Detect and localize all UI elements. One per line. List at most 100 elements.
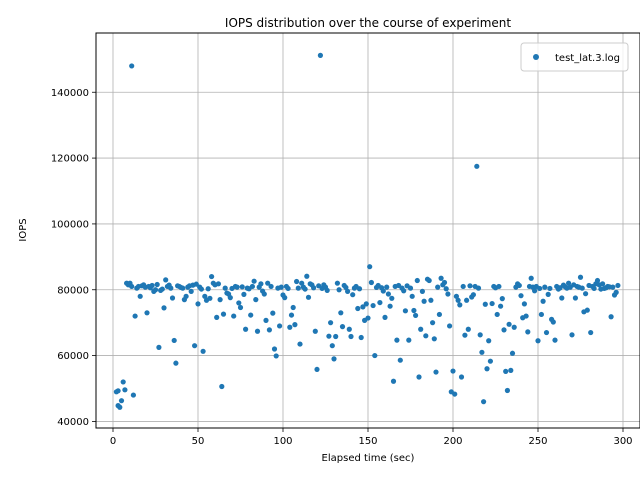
data-point [234, 284, 240, 290]
data-points [113, 52, 621, 410]
data-point [173, 360, 179, 366]
data-point [465, 326, 471, 332]
data-point [192, 343, 198, 349]
data-point [486, 338, 492, 344]
data-point [132, 313, 138, 319]
data-point [317, 52, 323, 58]
data-point [115, 388, 121, 394]
data-point [458, 374, 465, 380]
data-point [382, 314, 388, 320]
data-point [413, 312, 419, 319]
data-point [152, 287, 159, 293]
data-point [200, 348, 206, 354]
x-tick-label: 50 [192, 436, 205, 447]
data-point [348, 333, 354, 340]
data-point [504, 387, 510, 394]
data-point [457, 302, 463, 308]
data-point [209, 273, 215, 280]
data-point [433, 369, 439, 375]
data-point [207, 295, 213, 301]
data-point [251, 278, 257, 284]
data-point [236, 300, 242, 306]
data-point [219, 383, 225, 390]
data-point [248, 312, 254, 318]
data-point [295, 285, 301, 291]
data-point [470, 292, 476, 298]
data-point [431, 336, 437, 342]
data-point [271, 346, 278, 352]
data-point [171, 337, 177, 344]
data-point [428, 297, 434, 303]
data-point [370, 302, 376, 309]
data-point [443, 286, 449, 292]
data-point [163, 277, 169, 283]
data-point [265, 280, 271, 286]
data-point [297, 341, 303, 347]
data-point [368, 279, 374, 286]
data-point [214, 314, 220, 320]
y-tick-label: 80000 [57, 285, 89, 296]
data-point [304, 273, 310, 279]
data-point [193, 281, 199, 287]
data-point [290, 304, 296, 311]
data-point [195, 301, 201, 307]
data-point [350, 292, 356, 298]
data-point [441, 279, 448, 286]
data-point [489, 300, 495, 307]
data-point [227, 295, 233, 301]
data-point [521, 301, 528, 307]
data-point [266, 327, 272, 333]
data-point [390, 378, 397, 384]
data-point [537, 285, 543, 292]
data-point [277, 323, 283, 329]
data-point [516, 282, 522, 289]
data-point [299, 280, 305, 286]
data-point [372, 352, 378, 359]
data-point [452, 391, 458, 397]
data-point [552, 337, 558, 343]
data-point [331, 356, 337, 362]
data-point [508, 367, 514, 373]
data-point [168, 285, 174, 291]
data-point [481, 399, 487, 405]
data-point [414, 277, 420, 284]
data-point [550, 319, 556, 325]
data-point [118, 398, 125, 404]
data-point [222, 285, 228, 291]
data-point [421, 298, 427, 304]
data-point [499, 296, 505, 302]
data-point [477, 332, 483, 338]
data-point [402, 308, 408, 314]
data-point [365, 315, 371, 321]
data-point [542, 284, 548, 290]
data-point [384, 284, 390, 290]
data-point [338, 310, 344, 316]
data-point [479, 349, 485, 355]
data-point [156, 344, 162, 350]
data-point [355, 305, 361, 312]
data-point [241, 291, 247, 297]
data-point [154, 281, 160, 288]
y-tick-label: 100000 [51, 219, 89, 230]
data-point [205, 286, 211, 292]
data-point [462, 332, 468, 338]
data-point [261, 291, 267, 297]
data-point [333, 333, 339, 340]
data-point [447, 323, 453, 329]
data-point [130, 392, 136, 398]
data-point [149, 282, 155, 289]
data-point [416, 374, 422, 380]
data-point [613, 289, 619, 295]
data-point [183, 293, 189, 299]
legend: test_lat.3.log [520, 42, 629, 72]
data-point [358, 334, 364, 341]
data-point [188, 288, 194, 294]
data-point [377, 299, 383, 306]
chart-title: IOPS distribution over the course of exp… [225, 16, 511, 30]
data-point [438, 275, 444, 281]
data-point [237, 304, 244, 311]
data-point [129, 63, 135, 69]
data-point [258, 281, 264, 287]
data-point [169, 295, 176, 301]
